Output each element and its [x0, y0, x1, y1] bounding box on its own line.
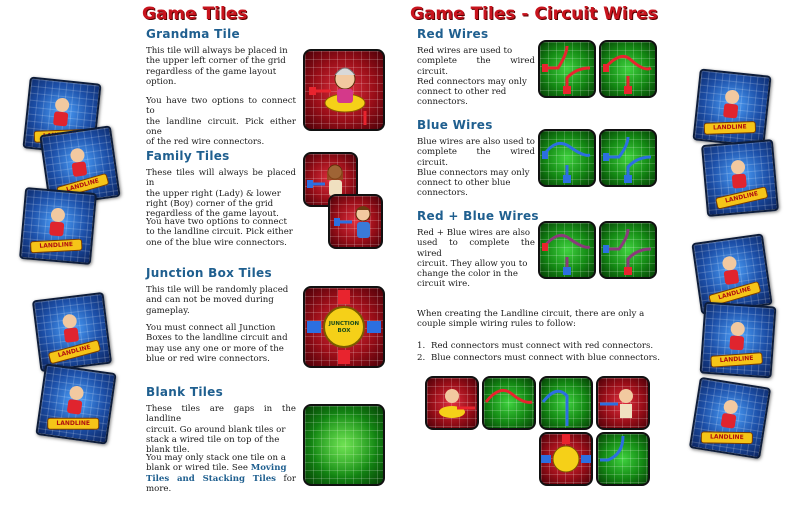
- blue-wire-tile-1: [538, 129, 596, 187]
- side-card-landline: LANDLINE: [691, 233, 773, 315]
- right-page-heading: Game Tiles - Circuit Wires: [410, 4, 658, 24]
- grandma-tile-paragraph-1: This tile will always be placed in the u…: [146, 46, 288, 87]
- side-card-landline: LANDLINE: [699, 301, 777, 379]
- rule-item: 2. Blue connectors must connect with blue…: [417, 353, 660, 363]
- example-lady-tile: [596, 376, 650, 430]
- rule-item: 1. Red connectors must connect with red c…: [417, 341, 654, 351]
- red-blue-wires-paragraph: Red + Blue wires are also used to comple…: [417, 228, 535, 290]
- side-card-landline: LANDLINE: [18, 186, 98, 266]
- red-wire-tile-2: [599, 40, 657, 98]
- side-card-landline: LANDLINE: [692, 68, 772, 148]
- red-wires-paragraph: Red wires are used to complete the wired…: [417, 46, 535, 108]
- moving-link[interactable]: Moving: [250, 463, 287, 474]
- side-card-landline: LANDLINE: [688, 376, 772, 460]
- blue-wire-tile-2: [599, 129, 657, 187]
- grandma-tile-paragraph-2: You have two options to connect to the l…: [146, 96, 296, 148]
- rules-intro: When creating the Landline circuit, ther…: [417, 309, 645, 330]
- example-junction-tile: [539, 432, 593, 486]
- side-card-landline: LANDLINE: [39, 125, 121, 207]
- red-blue-wires-title: Red + Blue Wires: [417, 209, 539, 223]
- red-wire-tile-1: [538, 40, 596, 98]
- family-tiles-paragraph-1: These tiles will always be placed in the…: [146, 168, 296, 220]
- junction-box-title: Junction Box Tiles: [146, 266, 272, 280]
- red-blue-wire-tile-2: [599, 221, 657, 279]
- side-card-landline: LANDLINE: [700, 138, 780, 218]
- blank-tile-image: [303, 404, 385, 486]
- red-wires-title: Red Wires: [417, 27, 489, 41]
- junction-box-label: JUNCTION BOX: [328, 321, 360, 334]
- side-card-landline: LANDLINE: [22, 76, 102, 156]
- example-red-wire-tile: [482, 376, 536, 430]
- stacking-tiles-link[interactable]: Tiles and Stacking Tiles: [146, 473, 277, 484]
- rules-list: 1. Red connectors must connect with red c…: [417, 340, 677, 364]
- blank-tiles-title: Blank Tiles: [146, 385, 224, 399]
- family-tiles-paragraph-2: You have two options to connect to the l…: [146, 217, 293, 248]
- junction-box-paragraph-1: This tile will be randomly placed and ca…: [146, 285, 289, 316]
- blank-tiles-paragraph-1: These tiles are gaps in the landline cir…: [146, 404, 296, 456]
- side-card-landline: LANDLINE: [31, 291, 113, 373]
- example-grandma-tile: [425, 376, 479, 430]
- grandma-tile-image: [303, 49, 385, 131]
- example-blue-wire-tile-2: [596, 432, 650, 486]
- junction-box-paragraph-2: You must connect all Junction Boxes to t…: [146, 323, 288, 364]
- left-page-heading: Game Tiles: [142, 4, 248, 24]
- boy-tile-image: [328, 194, 383, 249]
- example-blue-wire-tile: [539, 376, 593, 430]
- blue-wires-paragraph: Blue wires are also used to complete the…: [417, 137, 535, 199]
- side-card-landline: LANDLINE: [35, 363, 117, 445]
- red-blue-wire-tile-1: [538, 221, 596, 279]
- family-tiles-title: Family Tiles: [146, 149, 230, 163]
- blue-wires-title: Blue Wires: [417, 118, 493, 132]
- junction-box-tile-image: JUNCTION BOX: [303, 286, 385, 368]
- grandma-tile-title: Grandma Tile: [146, 27, 240, 41]
- blank-tiles-paragraph-2: You may only stack one tile on a blank o…: [146, 453, 296, 494]
